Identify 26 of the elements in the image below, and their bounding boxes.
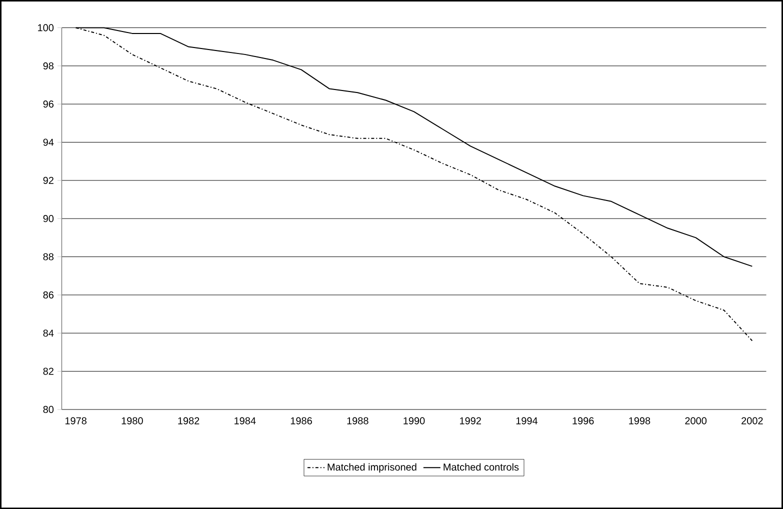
x-tick-label: 1992 [460,417,481,424]
y-tick-label: 84 [43,330,54,337]
y-tick-label: 90 [43,214,54,222]
x-tick-label: 1980 [122,417,143,424]
x-tick-label: 1984 [234,417,256,424]
x-tick-label: 1994 [516,417,538,424]
y-tick-label: 94 [43,138,54,146]
x-tick-label: 2000 [685,417,707,424]
x-tick-label: 1988 [347,417,368,424]
legend-label: Matched controls [444,463,519,471]
y-tick-label: 100 [38,24,54,32]
y-tick-label: 82 [43,368,54,375]
y-tick-label: 96 [43,100,54,108]
x-tick-label: 1998 [629,417,650,424]
legend-label: Matched imprisoned [328,463,416,473]
y-tick-label: 86 [43,291,54,298]
x-tick-label: 1990 [404,417,425,424]
y-tick-label: 88 [43,253,54,260]
x-tick-label: 1978 [65,417,86,424]
x-tick-label: 1982 [178,417,200,424]
x-tick-label: 1996 [572,417,594,424]
y-tick-label: 98 [43,62,54,70]
x-tick-label: 1986 [290,417,312,424]
y-tick-label: 80 [43,406,54,413]
y-tick-label: 92 [43,176,54,184]
x-tick-label: 2002 [742,417,763,424]
